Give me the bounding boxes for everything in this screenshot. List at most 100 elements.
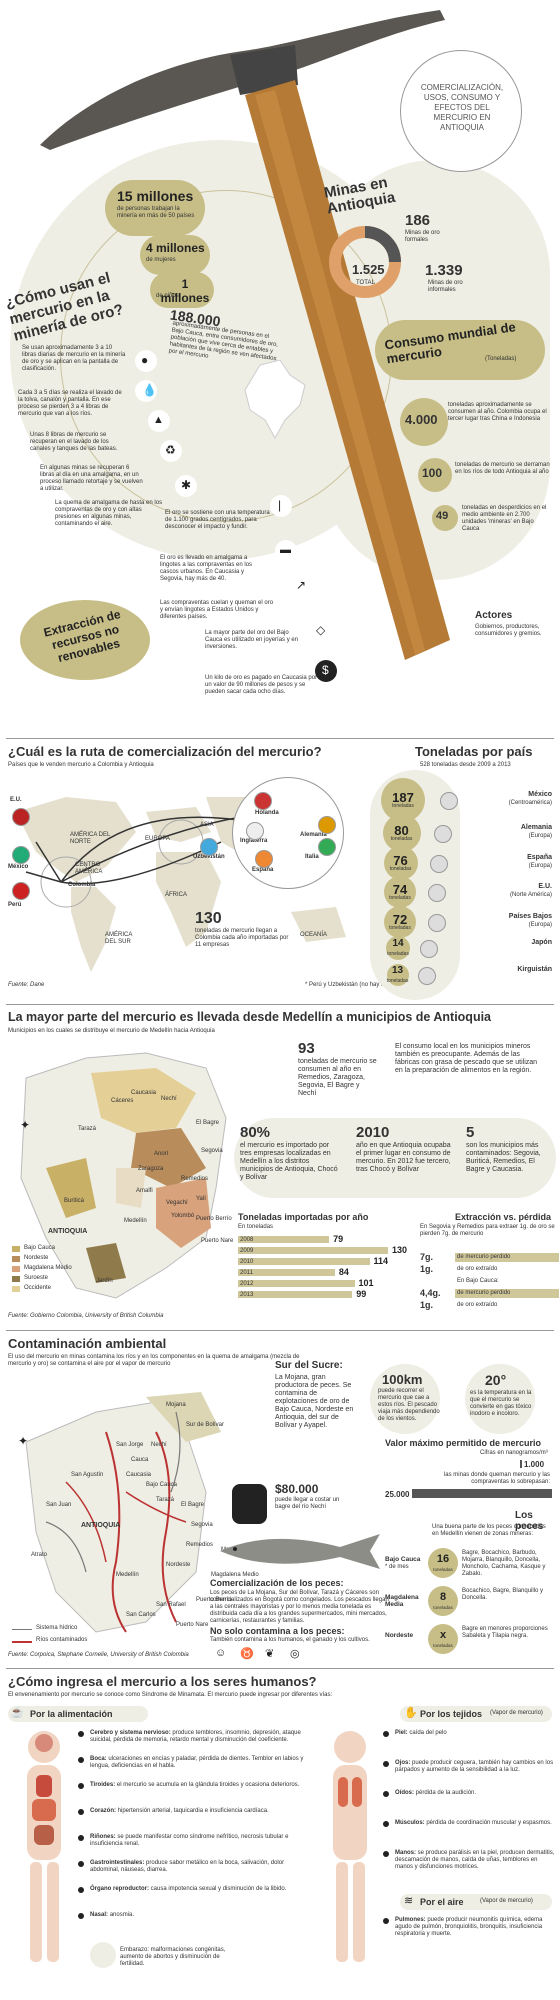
- organ-item: Tiroides: el mercurio se acumula en la g…: [90, 1782, 310, 1789]
- map-label: Remedios: [186, 1542, 214, 1548]
- map-label: Nechí: [151, 1442, 167, 1448]
- local-text: El consumo local en los municipios miner…: [395, 1043, 538, 1074]
- map-label: San Juan: [46, 1502, 72, 1508]
- map-label-alemania: Alemania: [300, 832, 327, 838]
- food-icon: ☕: [10, 1707, 24, 1719]
- map-label: Zaragoza: [138, 1166, 164, 1172]
- map-label: Puerto Berrío: [196, 1597, 232, 1603]
- map-label-uzbekistan: Uzbekistán: [193, 854, 225, 860]
- legend-swatch: [12, 1256, 20, 1262]
- organ-item: Gastrointestinales: produce sabor metáli…: [90, 1860, 310, 1874]
- pointer-dot: [78, 1861, 84, 1867]
- organ-name: Tiroides:: [90, 1782, 117, 1788]
- fish-region: Magdalena Media: [385, 1594, 419, 1608]
- step-4: En algunas minas se recuperan 6 libras a…: [40, 465, 143, 492]
- mines-total-value: 1.525: [352, 262, 385, 277]
- bar-value-label: 130: [392, 1245, 408, 1255]
- divider: [6, 1668, 554, 1669]
- map-label: Nordeste: [166, 1562, 191, 1568]
- toneladas-country: España: [527, 854, 552, 861]
- fish-circle: 16 toneladas: [428, 1548, 458, 1578]
- rivers-map: [25, 1392, 221, 1633]
- fish-unit: toneladas: [433, 1567, 453, 1572]
- bar-value-label: 114: [373, 1256, 389, 1266]
- map-label: El Bagre: [181, 1502, 205, 1508]
- pan-icon: ▲: [148, 410, 170, 432]
- ext-left: 1g.: [420, 1300, 434, 1310]
- toneladas-value: 14: [392, 938, 404, 949]
- bar: [238, 1247, 388, 1254]
- map-label: Medellín: [124, 1218, 147, 1224]
- pickaxe-icon: [40, 10, 450, 660]
- map-label: Cáceres: [111, 1098, 134, 1104]
- ext-left: 1g.: [420, 1264, 434, 1274]
- actores-text: Gobiernos, productores, consumidores y g…: [475, 624, 542, 637]
- organ-text: produce sabor metálico en la boca, saliv…: [90, 1860, 285, 1873]
- human-body-left-icon: [27, 1731, 61, 1962]
- bar: [238, 1291, 353, 1298]
- toneladas-circle: 76 toneladas: [383, 846, 418, 880]
- map-label-colombia: Colombia: [68, 882, 96, 888]
- fish-circle: 8 toneladas: [428, 1586, 458, 1616]
- max1-value: 1.000: [524, 1460, 545, 1469]
- step-6: El oro se sostiene con una temperatura d…: [165, 510, 270, 530]
- ruta-stat-text: toneladas de mercurio llegan a Colombia …: [195, 928, 289, 948]
- bar: [238, 1269, 335, 1276]
- title-badge: COMERCIALIZACIÓN, USOS, CONSUMO Y EFECTO…: [400, 50, 522, 172]
- legend-swatch: [12, 1246, 20, 1252]
- flag-icon: [420, 940, 438, 958]
- wind-icon: ≋: [404, 1895, 414, 1907]
- toneladas-country: Países Bajos: [508, 913, 552, 920]
- max-title: Valor máximo permitido de mercurio: [385, 1438, 542, 1448]
- fish-species: Bagre, Bocachico, Barbudo, Mojarra, Blan…: [462, 1550, 546, 1577]
- actores-title: Actores: [475, 610, 513, 621]
- stat-100km-text: puede recorrer el mercurio que cae a est…: [378, 1388, 440, 1422]
- organ-text: puede producir ceguera, también hay camb…: [395, 1760, 554, 1773]
- map-label-holanda: Holanda: [255, 810, 279, 816]
- extraction-title: Extracción vs. pérdida: [455, 1212, 552, 1222]
- map-label: ANTIOQUIA: [48, 1228, 88, 1235]
- toneladas-value: 72: [392, 912, 408, 927]
- stat-93-value: 93: [298, 1040, 315, 1057]
- year-label: 2009: [240, 1247, 254, 1254]
- flag-icon: [434, 825, 452, 843]
- organ-text: produce temblores, insomnio, depresión, …: [90, 1730, 301, 1743]
- imported-title: Toneladas importadas por año: [238, 1212, 369, 1222]
- organ-text: ulceraciones en encías y paladar, pérdid…: [90, 1756, 304, 1769]
- map-label-inglaterra: Inglaterra: [240, 838, 268, 844]
- divider: [6, 1330, 554, 1331]
- organ-item: Músculos: pérdida de coordinación muscul…: [395, 1820, 555, 1827]
- stat-4-millones-circle: 4 millones de mujeres: [140, 235, 210, 275]
- no-solo-text: También contamina a los humanos, el gana…: [210, 1637, 370, 1643]
- stat-80-value: 80%: [240, 1124, 271, 1141]
- organ-name: Corazón:: [90, 1808, 118, 1814]
- pointer-dot: [383, 1791, 389, 1797]
- map-label-central-america: CENTRO AMÉRICA: [75, 862, 103, 875]
- food-label-pill: [8, 1706, 148, 1722]
- flag-us-icon: [12, 808, 30, 826]
- medellin-section: La mayor parte del mercurio es llevada d…: [0, 1008, 560, 1328]
- divider: [6, 738, 554, 739]
- droplet-icon: 💧: [135, 380, 157, 402]
- stat-100km-circle: [370, 1364, 440, 1434]
- flag-holanda-icon: [254, 792, 272, 810]
- toneladas-region: (Europa): [528, 922, 552, 928]
- step-3: Unas 8 libras de mercurio se recuperan e…: [30, 432, 118, 452]
- toneladas-value: 76: [393, 853, 408, 868]
- organ-name: Piel:: [395, 1730, 410, 1736]
- bar-value-label: 99: [356, 1289, 367, 1299]
- max1-bar: [520, 1460, 522, 1468]
- flag-mexico-icon: [12, 846, 30, 864]
- flag-peru-icon: [12, 882, 30, 900]
- organ-item: Ojos: puede producir ceguera, también ha…: [395, 1760, 555, 1774]
- organ-name: Nasal:: [90, 1912, 110, 1918]
- map-label: Puerto Nare: [201, 1238, 234, 1244]
- pointer-dot: [383, 1821, 389, 1827]
- pointer-dot: [383, 1851, 389, 1857]
- map-label: San Jorge: [116, 1442, 144, 1448]
- organ-name: Ojos:: [395, 1760, 413, 1766]
- mines-informal-value: 1.339: [425, 262, 463, 279]
- toneladas-unit: toneladas: [390, 836, 413, 842]
- hand-icon: ✋: [404, 1707, 418, 1719]
- stat-15-millones-text: de personas trabajan la minería en más d…: [117, 206, 195, 219]
